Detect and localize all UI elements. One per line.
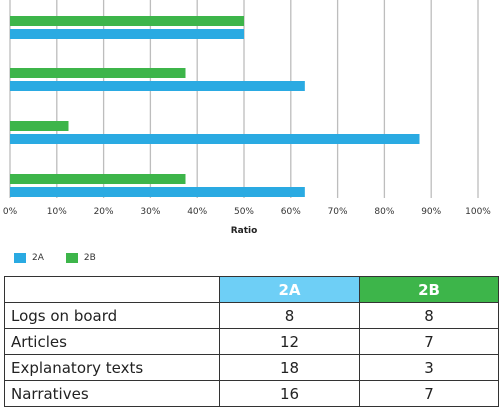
x-tick-label: 80% <box>374 207 394 217</box>
bar-2a <box>10 29 244 39</box>
x-tick-label: 10% <box>47 207 67 217</box>
legend-swatch-2a <box>14 253 26 263</box>
table-header-2b: 2B <box>359 276 499 303</box>
table-row: Narratives 16 7 <box>4 380 499 407</box>
bar-2b <box>10 16 244 26</box>
legend-label-2b: 2B <box>83 253 96 263</box>
legend-swatch-2b <box>65 253 78 263</box>
table-header-row: 2A 2B <box>4 276 499 303</box>
table-row: Articles 12 7 <box>4 328 499 355</box>
row-value-2a: 8 <box>219 302 360 329</box>
x-axis-label: Ratio <box>231 226 258 236</box>
row-value-2b: 7 <box>359 328 499 355</box>
x-tick-label: 50% <box>234 207 254 217</box>
bar-2a <box>10 81 305 91</box>
bar-2b <box>10 121 69 131</box>
bar-chart: 0% 10% 20% 30% 40% 50% 60% 70% 80% 90% 100% Ratio <box>3 0 491 236</box>
x-tick-label: 70% <box>328 207 348 217</box>
table-row: Logs on board 8 8 <box>4 302 499 329</box>
x-tick-label: 90% <box>421 207 441 217</box>
x-tick-label: 20% <box>94 207 114 217</box>
bar-2b <box>10 68 186 78</box>
row-label: Explanatory texts <box>4 354 220 381</box>
row-value-2b: 7 <box>359 380 499 407</box>
row-value-2b: 8 <box>359 302 499 329</box>
row-value-2a: 12 <box>219 328 360 355</box>
table-row: Explanatory texts 18 3 <box>4 354 499 381</box>
legend-label-2a: 2A <box>32 253 44 263</box>
x-tick-label: 30% <box>140 207 160 217</box>
legend-item-2a: 2A <box>14 253 44 263</box>
row-label: Articles <box>4 328 220 355</box>
legend: 2A 2B <box>14 250 96 266</box>
bar-2b <box>10 174 186 184</box>
table-header-blank <box>4 276 220 303</box>
table-header-2a: 2A <box>219 276 360 303</box>
row-value-2b: 3 <box>359 354 499 381</box>
row-value-2a: 18 <box>219 354 360 381</box>
x-tick-label: 0% <box>3 207 18 217</box>
bar-2a <box>10 187 305 197</box>
bar-2a <box>10 134 420 144</box>
row-value-2a: 16 <box>219 380 360 407</box>
legend-item-2b: 2B <box>65 253 96 263</box>
x-tick-label: 40% <box>187 207 207 217</box>
row-label: Narratives <box>4 380 220 407</box>
row-label: Logs on board <box>4 302 220 329</box>
x-tick-label: 100% <box>465 207 491 217</box>
x-tick-label: 60% <box>281 207 301 217</box>
counts-table: 2A 2B Logs on board 8 8 Articles 12 7 Ex… <box>4 276 499 407</box>
